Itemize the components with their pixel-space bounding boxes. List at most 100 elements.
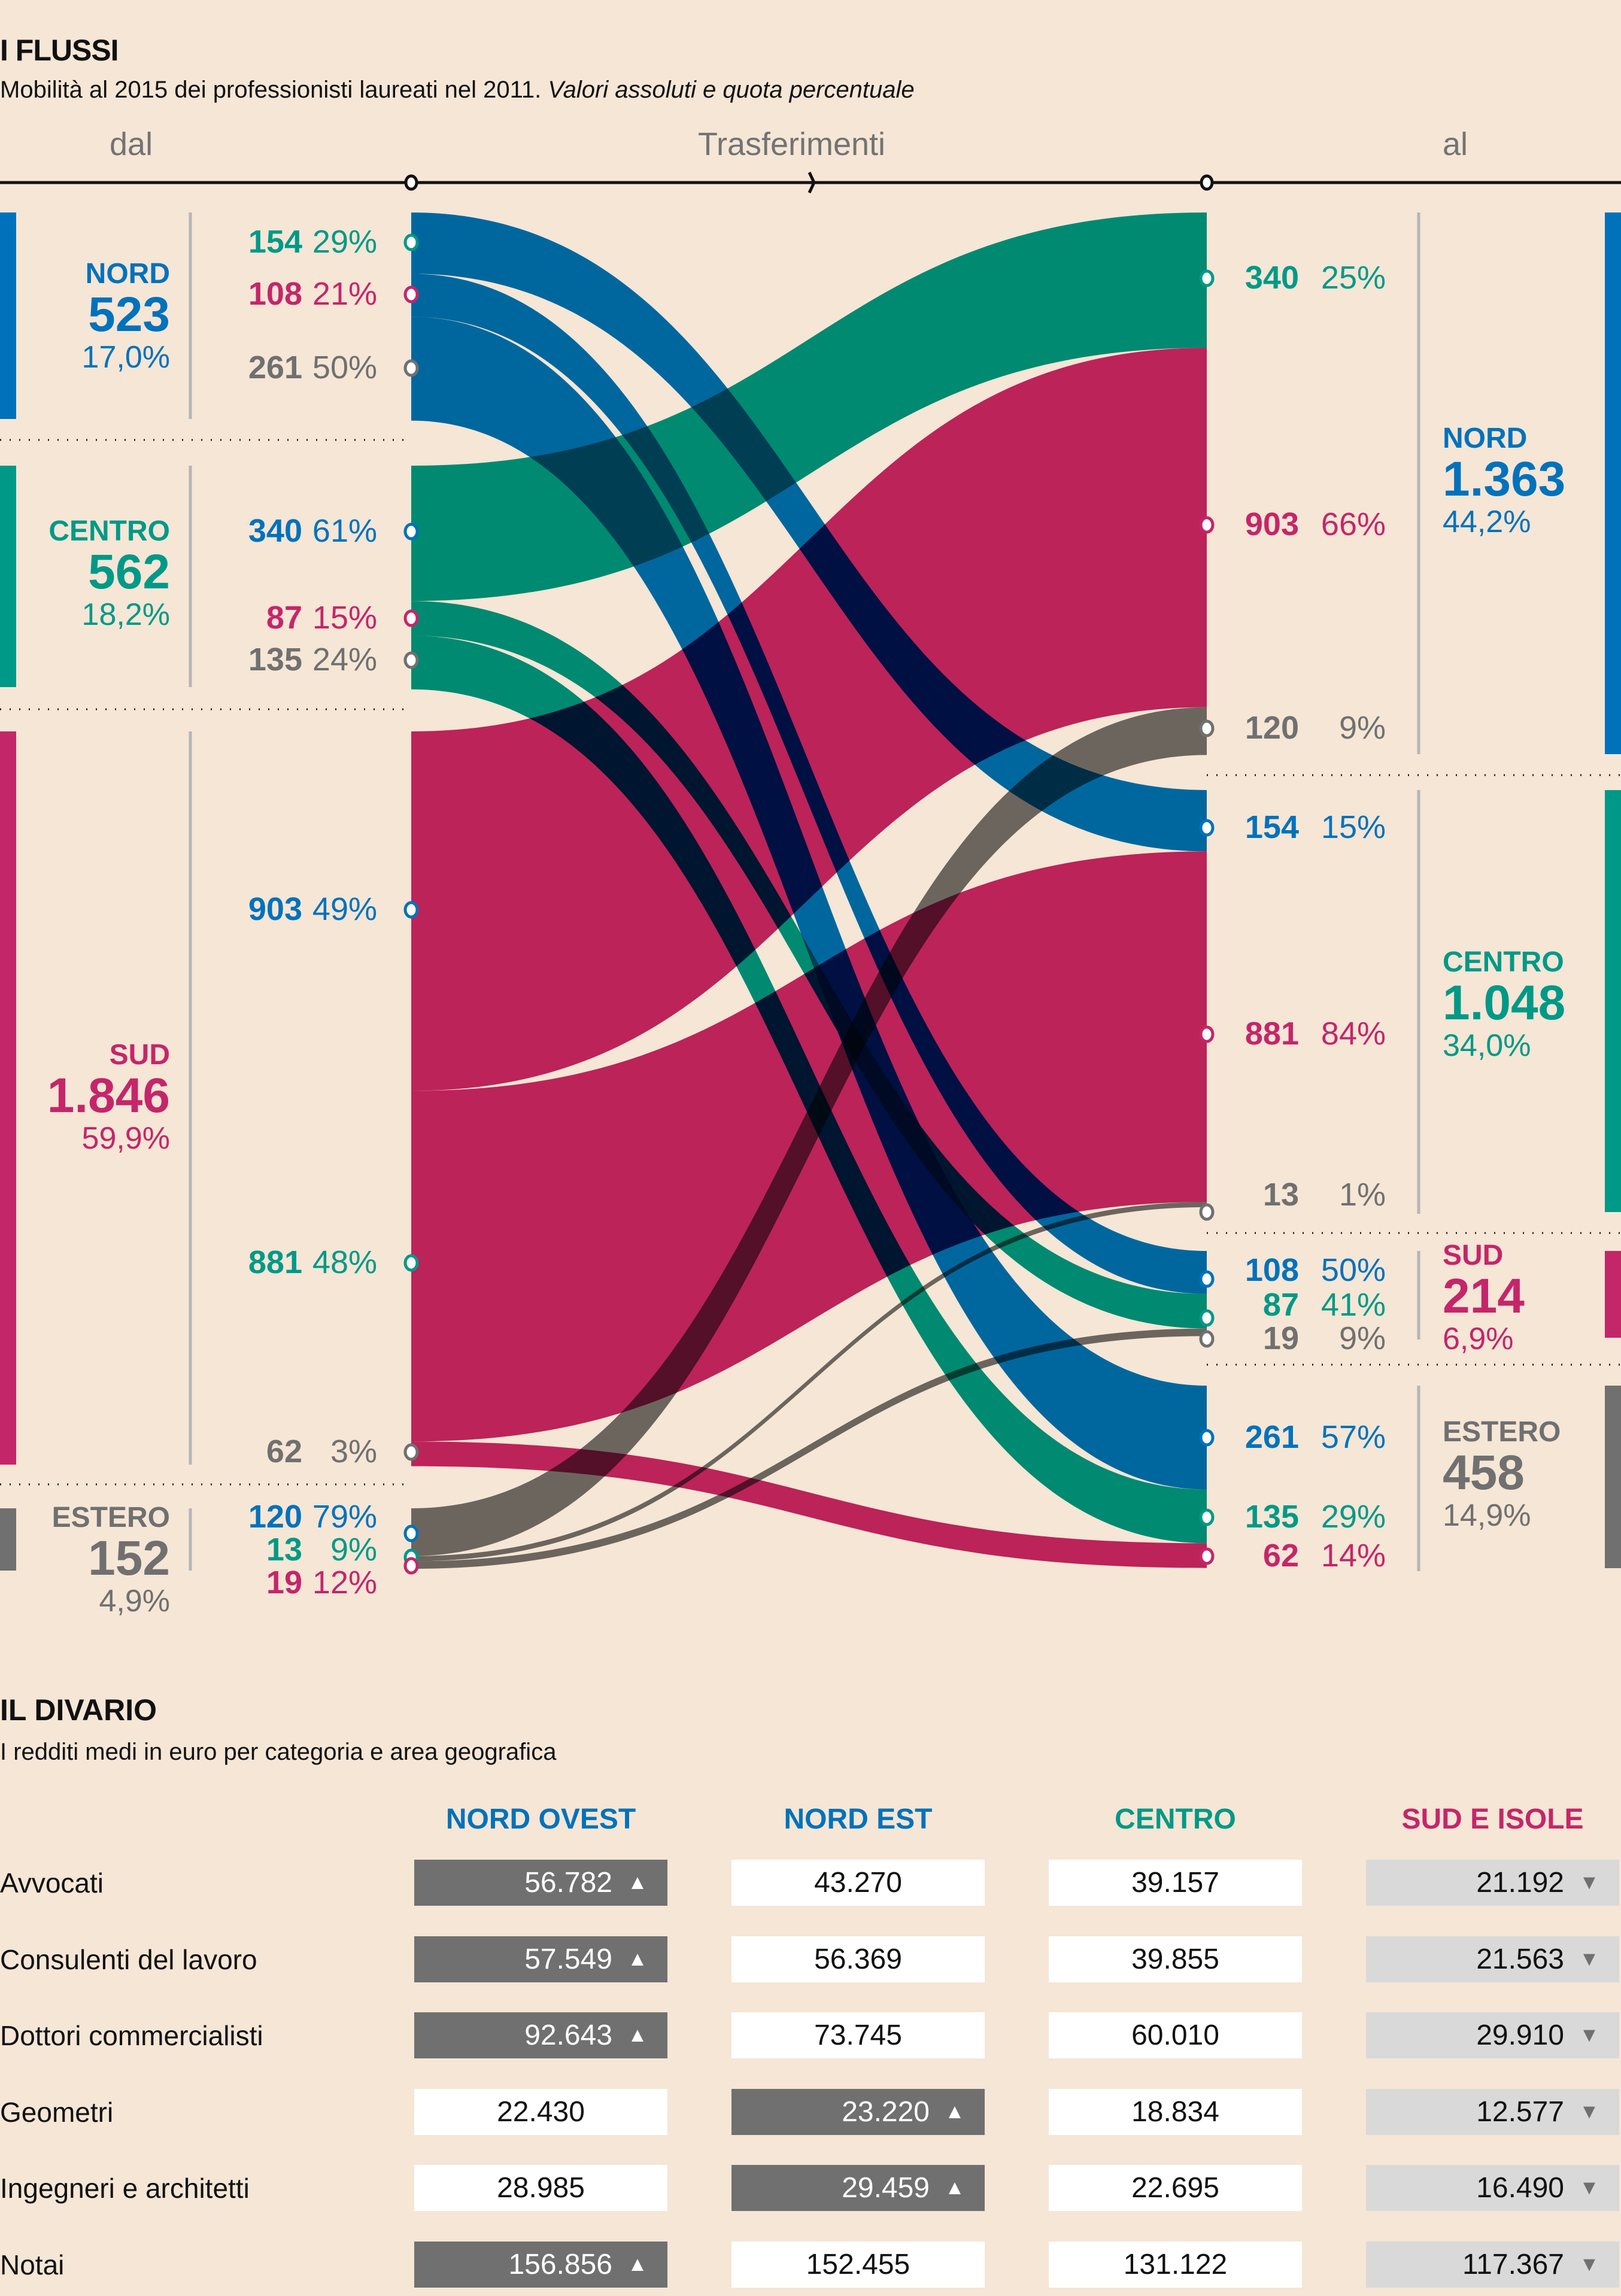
cell-value: 12.577 — [1476, 2095, 1564, 2128]
link-value: 154 — [1244, 809, 1299, 845]
link-share: 79% — [312, 1499, 377, 1535]
source-bar-nord — [0, 212, 16, 419]
column-header: NORD OVEST — [445, 1803, 636, 1835]
cell-value: 39.855 — [1131, 1943, 1219, 1975]
node-share: 34,0% — [1443, 1028, 1531, 1063]
cell-value: 92.643 — [524, 2019, 612, 2051]
link-share: 61% — [312, 513, 377, 549]
node-total: 1.363 — [1443, 452, 1566, 506]
node-name: CENTRO — [48, 515, 170, 547]
node-total: 562 — [88, 545, 170, 599]
link-share: 25% — [1321, 260, 1386, 296]
chevron-up-icon: ▲ — [627, 1871, 648, 1894]
table-cell: 152.455 — [731, 2241, 985, 2288]
link-value: 120 — [248, 1499, 302, 1535]
link-share: 41% — [1321, 1287, 1386, 1323]
table-cell: 12.577 ▼ — [1366, 2088, 1619, 2135]
node-share: 44,2% — [1443, 505, 1531, 539]
source-link-dot — [403, 1524, 419, 1542]
table-cell: 131.122 — [1049, 2241, 1302, 2288]
node-name: NORD — [85, 258, 170, 290]
flow-sud-to-nord — [411, 348, 1207, 1091]
link-value: 340 — [1244, 260, 1299, 296]
link-share: 48% — [312, 1244, 377, 1280]
target-link-dot — [1199, 1429, 1215, 1447]
link-value: 108 — [248, 276, 302, 312]
link-value: 135 — [248, 642, 302, 678]
source-link-dot — [403, 233, 419, 251]
table-cell: 56.782 ▲ — [414, 1860, 667, 1906]
cell-value: 57.549 — [524, 1943, 612, 1975]
node-name: ESTERO — [51, 1502, 170, 1533]
link-value: 154 — [248, 224, 302, 260]
row-label: Dottori commercialisti — [0, 2020, 263, 2051]
target-link-label: 87 41% — [1224, 1286, 1386, 1323]
link-value: 120 — [1244, 710, 1299, 746]
flow-estero-to-nord — [411, 707, 1207, 1556]
target-link-label: 135 29% — [1224, 1498, 1386, 1535]
cell-value: 21.563 — [1476, 1943, 1564, 1975]
cell-value: 73.745 — [814, 2019, 902, 2051]
cell-value: 39.157 — [1131, 1867, 1219, 1899]
link-share: 50% — [312, 350, 377, 385]
target-bar-centro — [1605, 790, 1621, 1212]
link-share: 50% — [1321, 1252, 1386, 1288]
source-link-dot — [403, 1557, 419, 1575]
source-link-dot — [403, 1443, 419, 1461]
link-share: 57% — [1321, 1419, 1386, 1455]
table-cell: 29.459 ▲ — [731, 2165, 985, 2211]
flow-sud-to-estero — [411, 1441, 1207, 1568]
link-value: 340 — [248, 513, 302, 549]
flow-nord-to-centro — [411, 212, 1207, 852]
link-share: 9% — [330, 1532, 377, 1568]
link-value: 261 — [1244, 1419, 1299, 1455]
sankey-chart — [0, 171, 1621, 1575]
table-cell: 29.910 ▼ — [1366, 2012, 1619, 2058]
link-value: 135 — [1244, 1499, 1299, 1535]
axis-middle-label: Trasferimenti — [698, 126, 886, 162]
link-value: 108 — [1244, 1252, 1299, 1288]
table-cell: 22.430 — [414, 2088, 667, 2135]
target-link-dot — [1199, 1025, 1215, 1043]
table-cell: 18.834 — [1049, 2088, 1302, 2135]
cell-value: 152.455 — [806, 2248, 910, 2280]
link-value: 19 — [1262, 1320, 1299, 1356]
source-link-label: 881 48% — [248, 1244, 377, 1281]
sankey-links — [411, 212, 1207, 1569]
table-cell: 156.856 ▲ — [414, 2241, 667, 2288]
source-link-label: 135 24% — [248, 641, 377, 678]
cell-value: 156.856 — [508, 2248, 612, 2280]
target-link-label: 881 84% — [1224, 1015, 1386, 1052]
target-link-dot — [1199, 1508, 1215, 1526]
table-cell: 57.549 ▲ — [414, 1936, 667, 1982]
table-title: IL DIVARIO — [0, 1693, 157, 1727]
link-value: 261 — [248, 350, 302, 385]
node-total: 458 — [1443, 1445, 1525, 1500]
cell-value: 43.270 — [814, 1867, 902, 1899]
axis-end-dot — [1200, 174, 1214, 191]
table-cell: 21.563 ▼ — [1366, 1936, 1619, 1982]
target-link-label: 13 1% — [1224, 1176, 1386, 1213]
node-total: 1.846 — [47, 1068, 170, 1123]
node-name: SUD — [1443, 1240, 1504, 1271]
table-cell: 60.010 — [1049, 2012, 1302, 2058]
chevron-up-icon: ▲ — [627, 1947, 648, 1970]
target-link-label: 154 15% — [1224, 809, 1386, 846]
source-node-nord: NORD 523 17,0% — [82, 257, 170, 375]
source-link-dot — [403, 359, 419, 377]
source-link-label: 903 49% — [248, 891, 377, 928]
cell-value: 21.192 — [1476, 1867, 1564, 1899]
table-cell: 73.745 — [731, 2012, 985, 2058]
target-link-label: 261 57% — [1224, 1419, 1386, 1456]
node-total: 214 — [1443, 1269, 1525, 1323]
chevron-down-icon: ▼ — [1579, 1947, 1599, 1970]
node-total: 523 — [88, 287, 170, 342]
flow-nord-to-estero — [411, 317, 1207, 1490]
chevron-up-icon: ▲ — [945, 2176, 965, 2199]
table-cell: 56.369 — [731, 1936, 985, 1982]
target-bar-nord — [1605, 212, 1621, 754]
cell-value: 16.490 — [1476, 2172, 1564, 2204]
axis-arrow-icon — [808, 171, 816, 194]
link-value: 62 — [1262, 1538, 1299, 1574]
link-share: 15% — [312, 600, 377, 636]
